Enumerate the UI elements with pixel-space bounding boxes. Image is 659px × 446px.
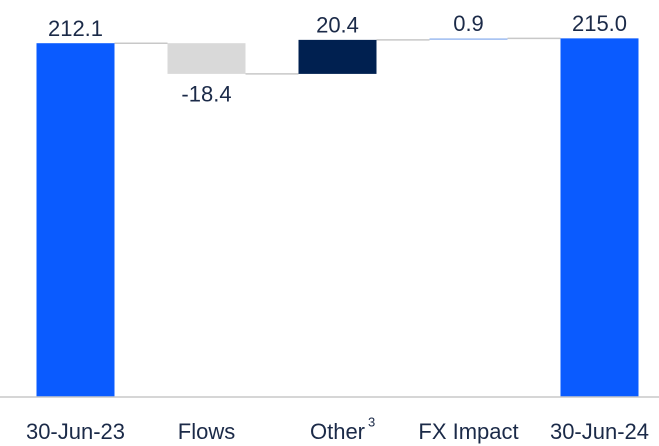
bar [298,39,377,74]
x-tick-label: Other [310,419,365,444]
value-label: -18.4 [181,82,231,107]
x-tick-label: 30-Jun-23 [26,419,125,444]
value-label: 0.9 [453,11,484,36]
value-label: 20.4 [316,13,359,38]
bar [560,38,639,398]
superscript: 3 [368,414,375,429]
bar [167,43,246,74]
x-tick-label: FX Impact [418,419,518,444]
value-label: 212.1 [48,16,103,41]
bar [36,43,115,397]
value-label: 215.0 [572,11,627,36]
x-tick-label: Flows [178,419,235,444]
bar [429,38,508,40]
x-tick-label: 30-Jun-24 [550,419,649,444]
